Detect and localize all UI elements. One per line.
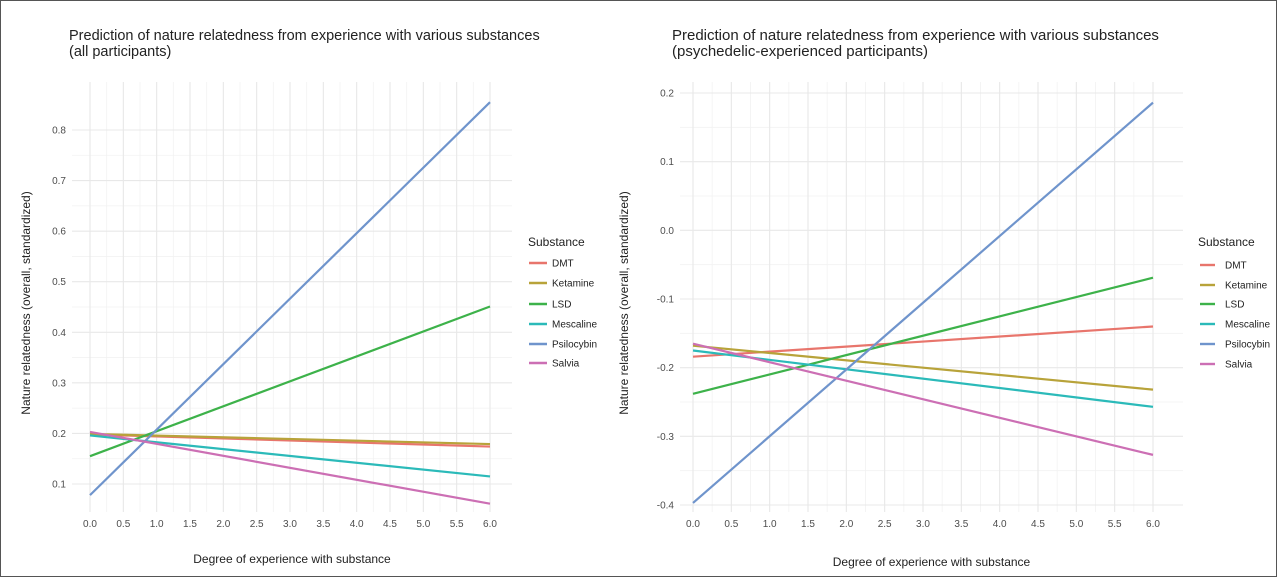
chart1-y-tick-label: 0.4 — [52, 328, 66, 339]
chart2-y-tick-label: 0.1 — [660, 157, 674, 168]
chart2-x-tick-label: 0.0 — [686, 519, 700, 530]
chart2-x-tick-label: 2.5 — [878, 519, 892, 530]
chart1-x-tick-label: 2.0 — [216, 519, 230, 530]
chart2-x-axis-label: Degree of experience with substance — [833, 555, 1031, 569]
chart2-subtitle: (psychedelic-experienced participants) — [672, 43, 928, 60]
chart1-series-line-mescaline — [89, 434, 491, 478]
chart1-legend-label-mescaline: Mescaline — [552, 320, 597, 331]
chart2-y-axis-label: Nature relatedness (overall, standardize… — [617, 191, 631, 414]
chart1-y-axis-label: Nature relatedness (overall, standardize… — [19, 191, 33, 414]
chart1-x-tick-label: 6.0 — [483, 519, 497, 530]
chart1-series-line-lsd — [89, 305, 491, 458]
chart2-x-tick-label: 3.0 — [916, 519, 930, 530]
chart1-y-tick-label: 0.3 — [52, 378, 66, 389]
chart2-x-tick-label: 3.5 — [954, 519, 968, 530]
chart2-x-tick-label: 1.0 — [763, 519, 777, 530]
chart2-series-line-dmt — [692, 325, 1154, 358]
chart2-legend-label-salvia: Salvia — [1225, 360, 1253, 371]
chart2-title: Prediction of nature relatedness from ex… — [672, 27, 1159, 44]
chart2-y-tick-label: -0.2 — [657, 363, 675, 374]
chart2-legend-title: Substance — [1198, 235, 1255, 249]
chart2-legend-label-psilocybin: Psilocybin — [1225, 340, 1270, 351]
chart1-x-tick-label: 3.0 — [283, 519, 297, 530]
chart1-legend-label-dmt: DMT — [552, 259, 574, 270]
chart1-x-tick-label: 2.5 — [250, 519, 264, 530]
chart1-y-tick-label: 0.6 — [52, 227, 66, 238]
chart1-series-line-salvia — [89, 430, 491, 505]
chart2-y-tick-label: 0.2 — [660, 89, 674, 100]
chart1-legend-label-psilocybin: Psilocybin — [552, 340, 597, 351]
chart1-y-tick-label: 0.7 — [52, 176, 66, 187]
chart2-y-tick-label: -0.4 — [657, 501, 675, 512]
chart2-legend-label-ketamine: Ketamine — [1225, 281, 1268, 292]
chart1-x-tick-label: 1.5 — [183, 519, 197, 530]
chart1-x-axis-label: Degree of experience with substance — [193, 552, 391, 566]
chart1-title: Prediction of nature relatedness from ex… — [69, 28, 540, 44]
chart2-x-tick-label: 4.0 — [993, 519, 1007, 530]
chart2-legend-label-mescaline: Mescaline — [1225, 320, 1270, 331]
chart2-legend-label-dmt: DMT — [1225, 261, 1247, 272]
chart1-subtitle: (all participants) — [69, 44, 171, 60]
chart2-series-line-mescaline — [692, 349, 1154, 408]
chart2-x-tick-label: 5.0 — [1069, 519, 1083, 530]
chart2-y-tick-label: -0.3 — [657, 432, 675, 443]
chart1-series-line-psilocybin — [89, 101, 491, 496]
chart1-x-tick-label: 5.5 — [450, 519, 464, 530]
chart1-x-tick-label: 0.5 — [116, 519, 130, 530]
chart1-x-tick-label: 4.5 — [383, 519, 397, 530]
chart2-x-tick-label: 4.5 — [1031, 519, 1045, 530]
chart2-series-line-ketamine — [692, 344, 1154, 391]
chart2-x-tick-label: 1.5 — [801, 519, 815, 530]
chart1-legend-title: Substance — [528, 235, 585, 249]
chart2-y-tick-label: 0.0 — [660, 226, 674, 237]
chart1-y-tick-label: 0.8 — [52, 126, 66, 137]
chart2-series-line-psilocybin — [692, 101, 1154, 504]
chart2-x-tick-label: 2.0 — [839, 519, 853, 530]
chart1-y-tick-label: 0.5 — [52, 277, 66, 288]
chart1-y-tick-label: 0.2 — [52, 429, 66, 440]
chart1-series-line-ketamine — [89, 432, 491, 446]
chart2-legend-label-lsd: LSD — [1225, 300, 1244, 311]
chart1-legend-label-lsd: LSD — [552, 300, 571, 311]
chart1-x-tick-label: 5.0 — [416, 519, 430, 530]
chart1-x-tick-label: 4.0 — [350, 519, 364, 530]
chart2-x-tick-label: 0.5 — [724, 519, 738, 530]
chart2-y-tick-label: -0.1 — [657, 295, 675, 306]
chart2-x-tick-label: 6.0 — [1146, 519, 1160, 530]
chart2-x-tick-label: 5.5 — [1108, 519, 1122, 530]
chart2-series-line-salvia — [692, 342, 1154, 456]
chart1-legend-label-ketamine: Ketamine — [552, 279, 595, 290]
chart2-series-line-lsd — [692, 276, 1154, 395]
chart1-x-tick-label: 3.5 — [316, 519, 330, 530]
chart1-y-tick-label: 0.1 — [52, 480, 66, 491]
chart1-x-tick-label: 1.0 — [150, 519, 164, 530]
chart1-legend-label-salvia: Salvia — [552, 359, 580, 370]
chart1-x-tick-label: 0.0 — [83, 519, 97, 530]
